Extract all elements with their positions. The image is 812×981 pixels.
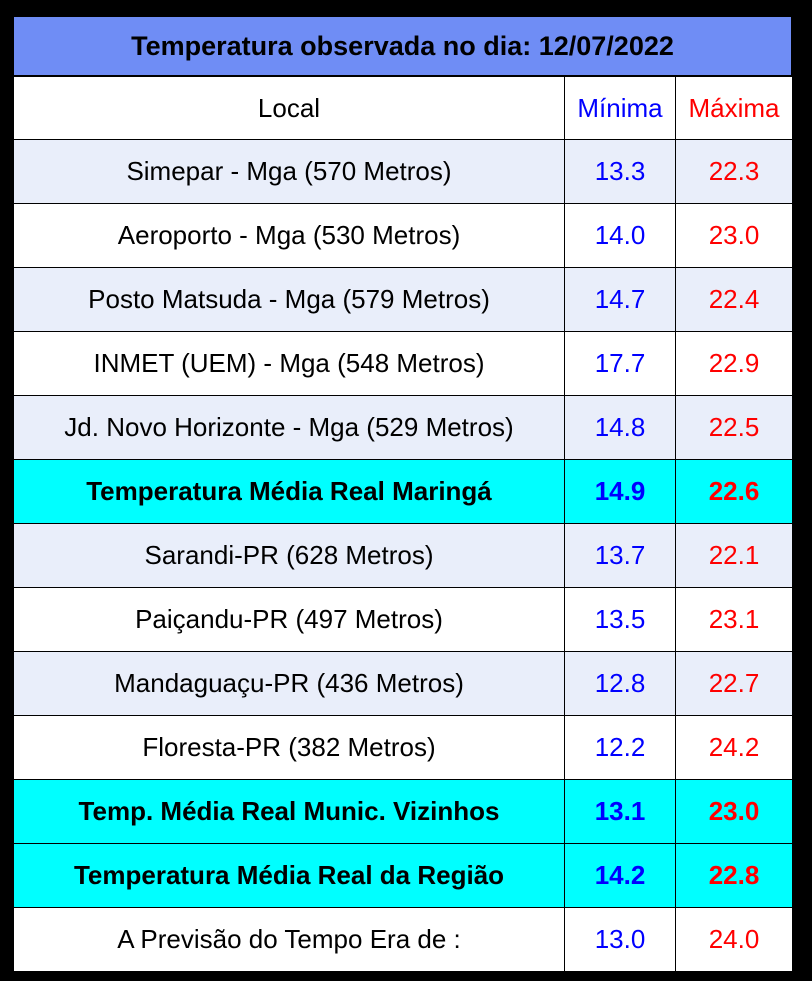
- table-title: Temperatura observada no dia: 12/07/2022: [13, 16, 792, 76]
- min-temp-cell: 14.7: [564, 267, 676, 332]
- header-row: Local Mínima Máxima: [13, 76, 793, 140]
- min-temp-cell: 17.7: [564, 331, 676, 396]
- table-row: Floresta-PR (382 Metros) 12.2 24.2: [13, 715, 793, 780]
- average-row: Temp. Média Real Munic. Vizinhos 13.1 23.0: [13, 779, 793, 844]
- table-row: Paiçandu-PR (497 Metros) 13.5 23.1: [13, 587, 793, 652]
- max-temp-cell: 22.9: [675, 331, 793, 396]
- table-row: A Previsão do Tempo Era de :13.0 24.0: [13, 907, 793, 972]
- table-row: Posto Matsuda - Mga (579 Metros) 14.7 22.4: [13, 267, 793, 332]
- min-temp-cell: 14.2: [564, 843, 676, 908]
- location-cell: Posto Matsuda - Mga (579 Metros): [13, 267, 565, 332]
- location-cell: Jd. Novo Horizonte - Mga (529 Metros): [13, 395, 565, 460]
- header-min: Mínima: [564, 76, 676, 140]
- average-row: Temperatura Média Real da Região 14.2 22.8: [13, 843, 793, 908]
- location-cell: Mandaguaçu-PR (436 Metros): [13, 651, 565, 716]
- min-temp-cell: 14.8: [564, 395, 676, 460]
- max-temp-cell: 22.1: [675, 523, 793, 588]
- min-temp-cell: 14.9: [564, 459, 676, 524]
- temperature-table: Local Mínima Máxima Simepar - Mga (570 M…: [13, 76, 793, 972]
- max-temp-cell: 22.7: [675, 651, 793, 716]
- table-row: Aeroporto - Mga (530 Metros) 14.0 23.0: [13, 203, 793, 268]
- table-row: INMET (UEM) - Mga (548 Metros) 17.7 22.9: [13, 331, 793, 396]
- min-temp-cell: 13.0: [564, 907, 676, 972]
- location-cell: Paiçandu-PR (497 Metros): [13, 587, 565, 652]
- table-row: Mandaguaçu-PR (436 Metros) 12.8 22.7: [13, 651, 793, 716]
- average-row: Temperatura Média Real Maringá 14.9 22.6: [13, 459, 793, 524]
- max-temp-cell: 24.0: [675, 907, 793, 972]
- location-cell: Temp. Média Real Munic. Vizinhos: [13, 779, 565, 844]
- location-cell: Temperatura Média Real Maringá: [13, 459, 565, 524]
- table-row: Jd. Novo Horizonte - Mga (529 Metros) 14.…: [13, 395, 793, 460]
- max-temp-cell: 22.8: [675, 843, 793, 908]
- min-temp-cell: 12.8: [564, 651, 676, 716]
- table-row: Simepar - Mga (570 Metros) 13.3 22.3: [13, 139, 793, 204]
- min-temp-cell: 13.5: [564, 587, 676, 652]
- location-cell: INMET (UEM) - Mga (548 Metros): [13, 331, 565, 396]
- min-temp-cell: 13.1: [564, 779, 676, 844]
- min-temp-cell: 13.3: [564, 139, 676, 204]
- header-max: Máxima: [675, 76, 793, 140]
- location-cell: A Previsão do Tempo Era de :: [13, 907, 565, 972]
- min-temp-cell: 12.2: [564, 715, 676, 780]
- temperature-table-frame: Temperatura observada no dia: 12/07/2022…: [13, 16, 793, 972]
- location-cell: Simepar - Mga (570 Metros): [13, 139, 565, 204]
- table-row: Sarandi-PR (628 Metros) 13.7 22.1: [13, 523, 793, 588]
- max-temp-cell: 22.4: [675, 267, 793, 332]
- max-temp-cell: 22.6: [675, 459, 793, 524]
- location-cell: Sarandi-PR (628 Metros): [13, 523, 565, 588]
- max-temp-cell: 22.5: [675, 395, 793, 460]
- location-cell: Aeroporto - Mga (530 Metros): [13, 203, 565, 268]
- max-temp-cell: 23.0: [675, 203, 793, 268]
- max-temp-cell: 24.2: [675, 715, 793, 780]
- min-temp-cell: 14.0: [564, 203, 676, 268]
- max-temp-cell: 22.3: [675, 139, 793, 204]
- location-cell: Floresta-PR (382 Metros): [13, 715, 565, 780]
- max-temp-cell: 23.1: [675, 587, 793, 652]
- min-temp-cell: 13.7: [564, 523, 676, 588]
- max-temp-cell: 23.0: [675, 779, 793, 844]
- location-cell: Temperatura Média Real da Região: [13, 843, 565, 908]
- header-local: Local: [13, 76, 565, 140]
